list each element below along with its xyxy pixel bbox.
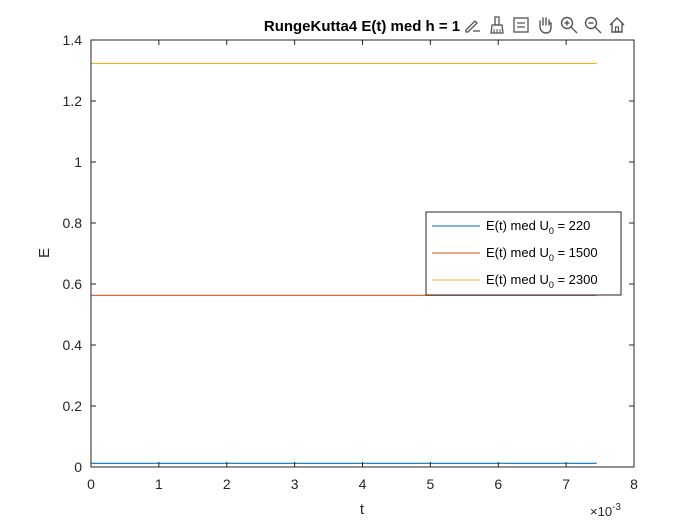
x-tick-label: 8	[630, 476, 638, 492]
zoom-in-icon	[560, 16, 578, 34]
edit-plot-button[interactable]	[462, 13, 484, 37]
zoom-out-icon	[584, 16, 602, 34]
y-tick-label: 0.2	[63, 398, 83, 414]
axes-toolbar	[462, 12, 628, 38]
y-tick-label: 1	[74, 154, 82, 170]
x-tick-label: 0	[87, 476, 95, 492]
y-tick-label: 0	[74, 459, 82, 475]
y-tick-label: 0.8	[63, 215, 83, 231]
x-tick-label: 4	[359, 476, 367, 492]
data-cursor-button[interactable]	[510, 13, 532, 37]
x-tick-label: 5	[426, 476, 434, 492]
legend[interactable]: E(t) med U0 = 220 E(t) med U0 = 1500 E(t) …	[425, 211, 622, 296]
legend-entries: E(t) med U0 = 220 E(t) med U0 = 1500 E(t) …	[432, 218, 598, 290]
legend-label-1: E(t) med U0 = 220	[486, 218, 590, 236]
pan-hand-icon	[539, 17, 552, 34]
x-tick-label: 1	[155, 476, 163, 492]
x-tick-label: 6	[494, 476, 502, 492]
x-tick-label: 2	[223, 476, 231, 492]
home-icon	[609, 17, 625, 33]
edit-plot-icon	[465, 20, 480, 33]
x-axis-label: t	[360, 501, 365, 518]
x-exponent-label: ×10-3	[590, 502, 621, 519]
legend-label-2: E(t) med U0 = 1500	[486, 245, 598, 263]
y-tick-label: 0.6	[63, 276, 83, 292]
y-tick-label: 0.4	[63, 337, 83, 353]
pan-button[interactable]	[534, 13, 556, 37]
brush-button[interactable]	[486, 13, 508, 37]
ticks-layer: 0 1 2 3 4 5 6 7 8 0 0.2 0.4 0.6 0.8 1 1.2 1.4	[63, 32, 639, 492]
home-button[interactable]	[606, 13, 628, 37]
x-exponent-power: -3	[612, 502, 621, 513]
axes-box	[90, 39, 635, 468]
legend-label-3: E(t) med U0 = 2300	[486, 272, 598, 290]
zoom-out-button[interactable]	[582, 13, 604, 37]
y-tick-label: 1.4	[63, 32, 83, 48]
brush-icon	[490, 16, 504, 34]
y-axis-label: E	[36, 248, 53, 258]
chart-title: RungeKutta4 E(t) med h = 1	[264, 18, 460, 35]
zoom-in-button[interactable]	[558, 13, 580, 37]
x-exponent-base: ×10	[590, 504, 612, 519]
y-tick-label: 1.2	[63, 93, 83, 109]
x-tick-label: 3	[291, 476, 299, 492]
data-cursor-icon	[513, 17, 529, 33]
x-tick-label: 7	[562, 476, 570, 492]
